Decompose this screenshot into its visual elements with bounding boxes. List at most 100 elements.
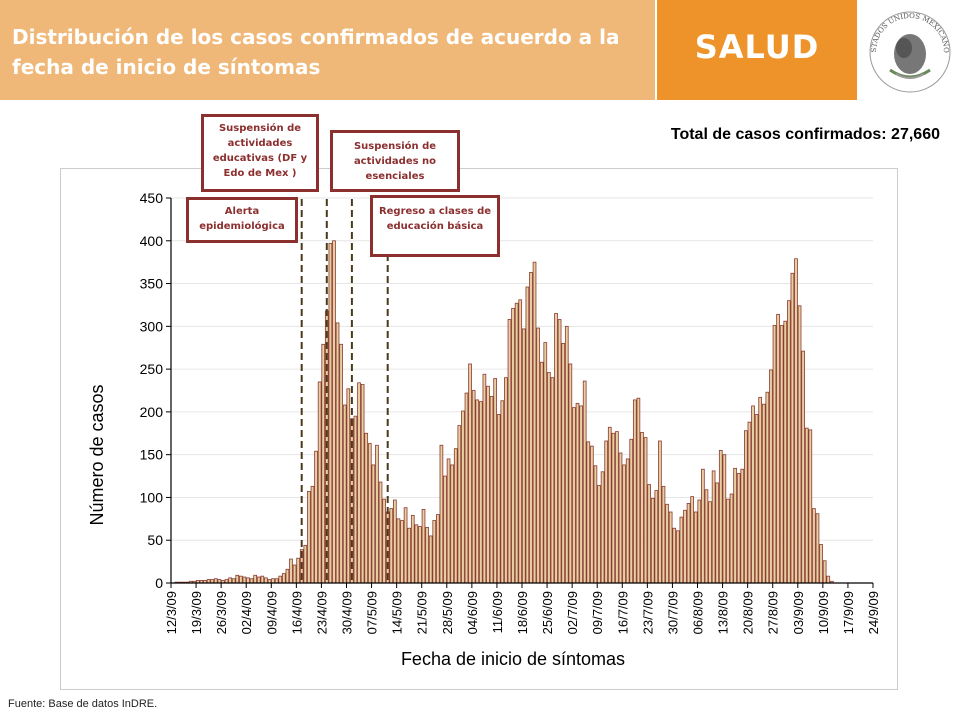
bar [622, 464, 626, 584]
epidemic-curve-chart: 0 50 100 150 200 250 300 350 400 450 12/3/09 19/3/… [87, 190, 881, 669]
bar [213, 578, 218, 584]
bar [292, 564, 297, 584]
x-tick-label: 02/7/09 [565, 591, 580, 634]
y-tick-label: 350 [140, 276, 164, 292]
bar [500, 400, 505, 584]
bar [733, 467, 737, 584]
bar [357, 382, 361, 584]
brand-band: SALUD [657, 0, 857, 100]
bar [751, 405, 755, 584]
bar [342, 404, 347, 584]
x-tick-label: 14/5/09 [390, 591, 405, 634]
bar [253, 574, 258, 584]
bar [328, 242, 333, 584]
y-axis-label: Número de casos [87, 384, 107, 525]
bar [804, 427, 809, 584]
bar [632, 399, 637, 584]
annotation-suspension-no-esenciales: Suspensión de actividades no esenciales [330, 130, 460, 192]
bar [593, 465, 598, 584]
bar [615, 431, 619, 584]
bar [822, 560, 827, 584]
bar [690, 496, 694, 584]
bar [675, 530, 680, 584]
x-tick-label: 06/8/09 [691, 591, 706, 634]
x-tick-label: 18/6/09 [515, 591, 530, 634]
bar [711, 470, 716, 584]
bar [314, 450, 318, 584]
source-note: Fuente: Base de datos InDRE. [8, 698, 158, 710]
bar [683, 509, 687, 584]
y-tick-label: 450 [140, 190, 164, 206]
bar [486, 385, 490, 584]
bar [525, 286, 530, 584]
bar [586, 441, 591, 584]
bar [543, 342, 548, 584]
bar [697, 499, 702, 584]
bar [539, 361, 544, 584]
bar [812, 508, 816, 584]
x-tick-label: 20/8/09 [741, 591, 756, 634]
bar [575, 402, 580, 584]
bar [514, 302, 519, 584]
bar [665, 503, 669, 584]
bar [239, 575, 243, 584]
bar [765, 391, 770, 584]
bar [360, 384, 365, 584]
x-tick-label: 02/4/09 [239, 591, 254, 634]
bar [435, 514, 440, 584]
bar [647, 484, 651, 584]
bar [453, 448, 458, 584]
bar [382, 498, 386, 584]
bar [403, 507, 408, 584]
bar [335, 322, 340, 584]
event-lines [300, 199, 389, 583]
bar [428, 535, 433, 584]
bar [715, 482, 720, 584]
bar [511, 307, 515, 584]
bar [260, 575, 265, 584]
x-tick-label: 09/7/09 [590, 591, 605, 634]
y-tick-label: 0 [155, 575, 163, 591]
bar [611, 432, 616, 584]
bar [693, 511, 698, 584]
bar [550, 377, 555, 584]
x-tick-labels: 12/3/09 19/3/09 26/3/09 02/4/09 09/4/09 16/4/… [164, 583, 881, 634]
bar [740, 468, 745, 584]
bar [744, 430, 748, 584]
bar [457, 425, 462, 584]
bar [579, 405, 583, 584]
bar [353, 415, 358, 584]
x-tick-label: 19/3/09 [189, 591, 204, 634]
annotation-regreso-clases: Regreso a clases de educación básica [370, 195, 500, 257]
bar [256, 576, 261, 584]
bar [769, 369, 773, 584]
bar [425, 526, 429, 584]
bar [636, 397, 641, 584]
header: Distribución de los casos confirmados de… [0, 0, 960, 100]
bar [718, 449, 723, 584]
bar [443, 475, 447, 584]
bar [668, 511, 673, 584]
bar [572, 407, 576, 584]
x-tick-label: 25/6/09 [540, 591, 555, 634]
bar [643, 437, 648, 584]
bar [264, 577, 268, 584]
bar [787, 300, 791, 584]
title-band: Distribución de los casos confirmados de… [0, 0, 655, 100]
bar [228, 577, 232, 584]
bar [736, 473, 741, 584]
bar [410, 515, 415, 584]
bar [400, 520, 404, 584]
bar [468, 363, 472, 584]
y-tick-label: 300 [140, 318, 164, 334]
bar [346, 388, 351, 584]
bar [446, 458, 451, 584]
bar [364, 432, 369, 584]
bar [439, 444, 444, 584]
bar [478, 401, 483, 584]
bar [371, 464, 376, 584]
bar [242, 576, 247, 584]
bar [779, 325, 784, 584]
bar [658, 440, 662, 584]
bar [249, 578, 254, 584]
